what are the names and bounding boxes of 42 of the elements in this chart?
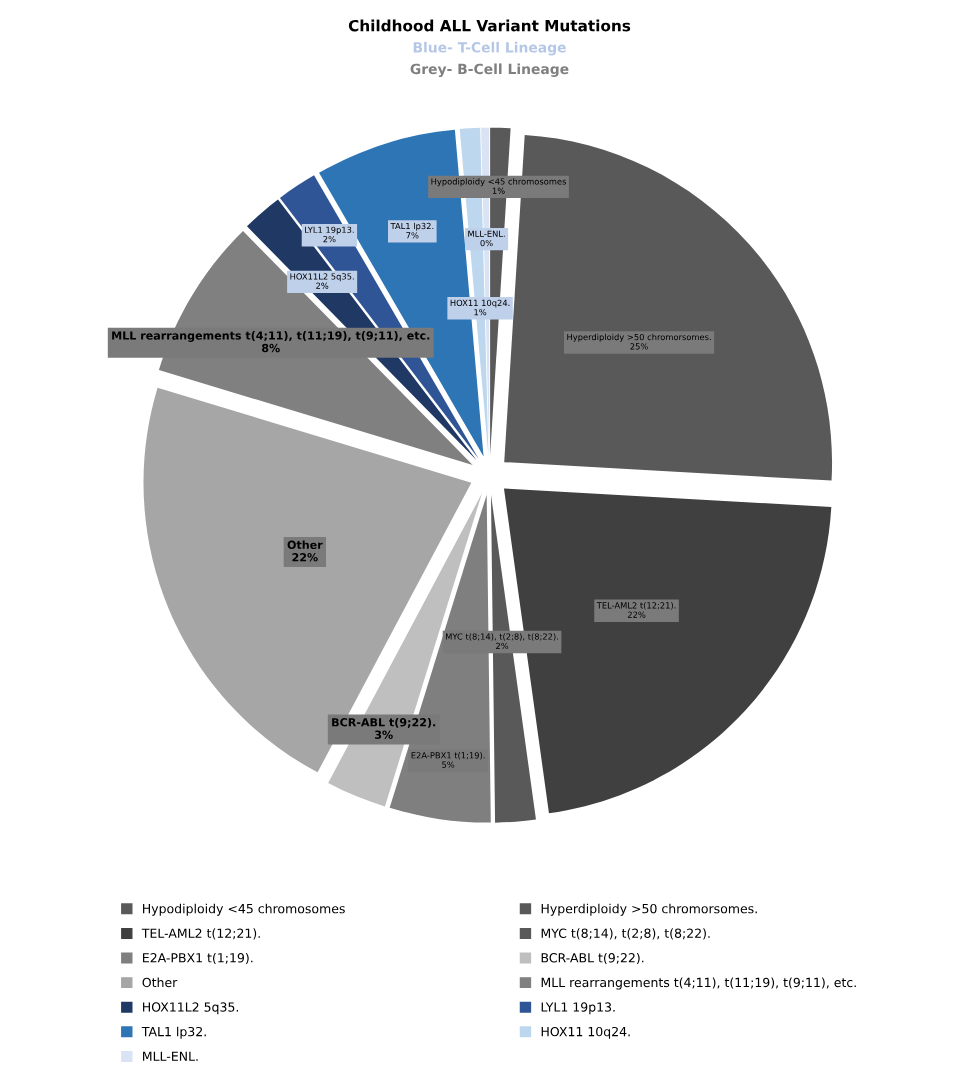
legend-label: E2A-PBX1 t(1;19). <box>143 952 253 965</box>
slice-label: Hyperdiploidy >50 chromorsomes. <box>567 333 711 342</box>
data-label: 0% <box>480 239 493 247</box>
legend-label: HOX11 10q24. <box>541 1026 630 1039</box>
data-label: 1% <box>474 309 487 316</box>
slice-label: HOX11 10q24. <box>450 299 510 308</box>
chart-title: Childhood ALL Variant Mutations <box>348 19 631 32</box>
legend-label: Other <box>142 977 178 988</box>
slice-label: BCR-ABL t(9;22). <box>332 717 436 728</box>
slice-label: LYL1 19p13. <box>305 226 354 235</box>
slice-label: MYC t(8;14), t(2;8), t(8;22). <box>446 633 558 641</box>
legend-label: Hyperdiploidy >50 chromorsomes. <box>541 903 757 916</box>
data-label: 22% <box>627 611 646 618</box>
data-label: 1% <box>492 187 505 194</box>
slice-label: Hypodiploidy <45 chromosomes <box>431 178 566 187</box>
slice-label: MLL rearrangements t(4;11), t(11;19), t(9;11), etc. <box>112 331 430 342</box>
legend-label: Hypodiploidy <45 chromosomes <box>143 903 345 916</box>
legend-label: MLL-ENL. <box>143 1051 198 1061</box>
data-label: 22% <box>292 553 318 562</box>
data-label: 2% <box>496 642 509 650</box>
legend-label: LYL1 19p13. <box>541 1002 615 1015</box>
slice-label: TAL1 lp32. <box>390 222 434 231</box>
slice-label: HOX11L2 5q35. <box>290 273 354 282</box>
text: Blue- T-Cell Lineage <box>413 41 566 56</box>
data-label: 7% <box>406 232 419 239</box>
slice-label: Other <box>287 540 323 550</box>
data-label: 3% <box>375 730 393 739</box>
legend-label: HOX11L2 5q35. <box>143 1002 239 1015</box>
legend-label: MYC t(8;14), t(2;8), t(8;22). <box>541 928 710 940</box>
data-label: 25% <box>630 343 648 350</box>
slice-label: MLL-ENL. <box>468 230 505 237</box>
legend-label: BCR-ABL t(9;22). <box>541 952 644 965</box>
slice-label: E2A-PBX1 t(1;19). <box>411 752 485 760</box>
data-label: 5% <box>442 761 455 768</box>
data-label: 2% <box>323 235 336 243</box>
legend-label: TAL1 lp32. <box>141 1026 206 1039</box>
data-label: 8% <box>261 343 280 353</box>
legend-label: TEL-AML2 t(12;21). <box>141 928 260 940</box>
text: Grey- B-Cell Lineage <box>410 63 569 77</box>
data-label: 2% <box>316 282 329 289</box>
legend-label: MLL rearrangements t(4;11), t(11;19), t(9;11), etc. <box>541 977 856 990</box>
slice-label: TEL-AML2 t(12;21). <box>596 602 676 610</box>
